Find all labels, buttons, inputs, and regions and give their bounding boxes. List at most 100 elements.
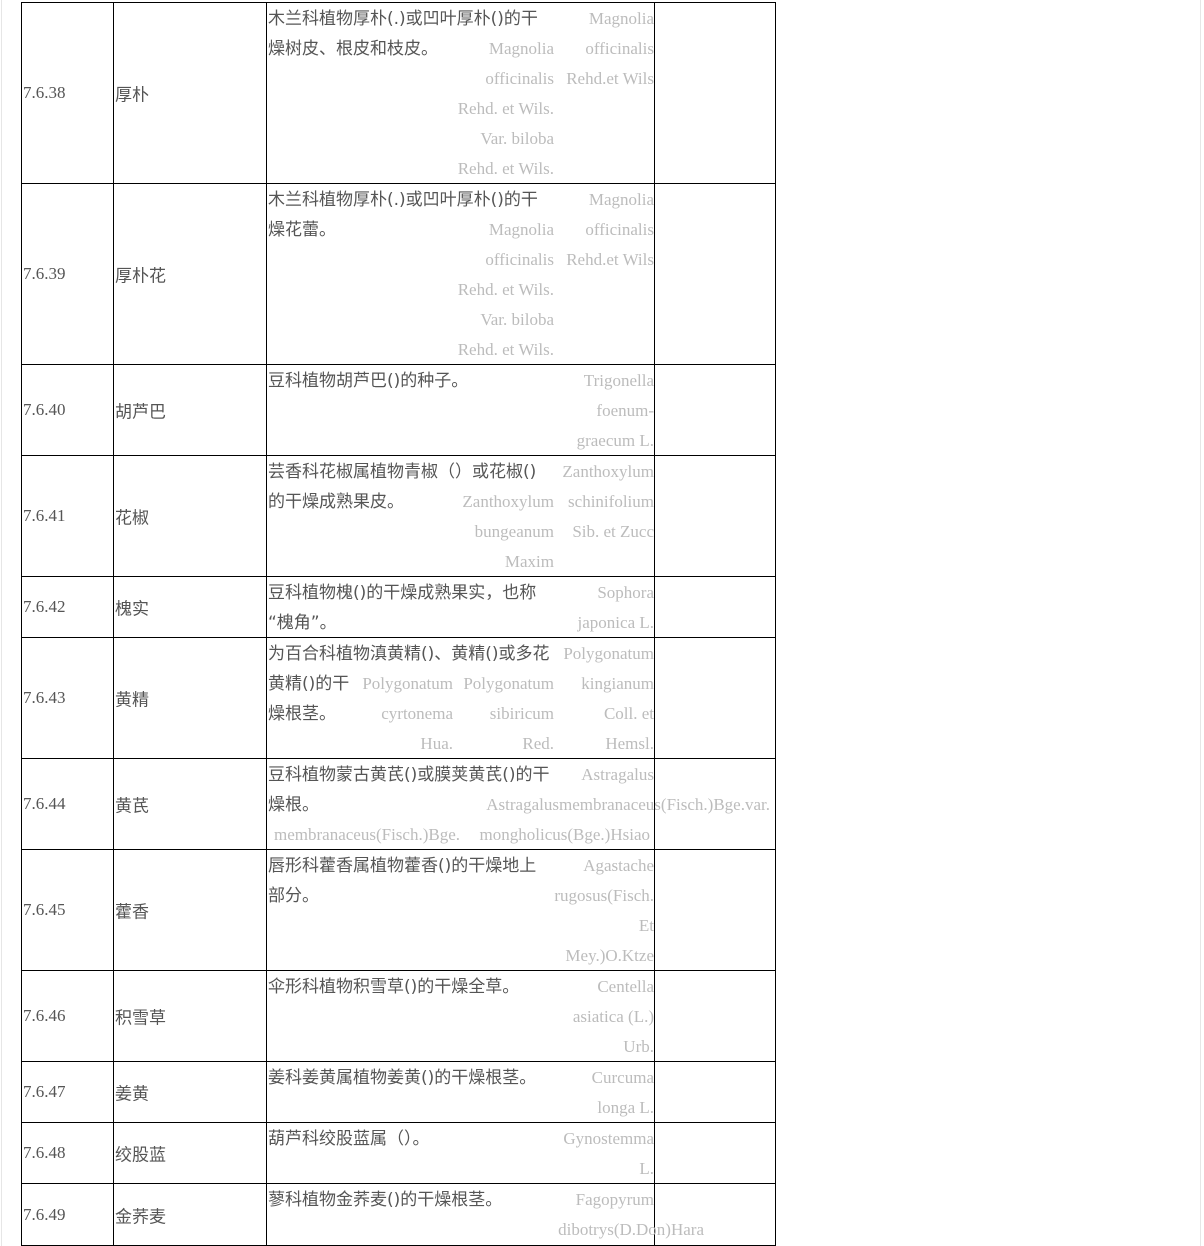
latin-name: Zanthoxylum [562, 462, 654, 481]
table-row: 7.6.45 藿香 唇形科藿香属植物藿香()的干燥地上 部分。 Agastache rug… [21, 849, 776, 971]
latin-name: mongholicus(Bge.)Hsiao [479, 825, 650, 844]
empty-cell [654, 364, 776, 456]
latin-name: Maxim [504, 552, 554, 571]
latin-name: Rehd. et Wils. [457, 159, 554, 178]
item-code: 7.6.43 [23, 688, 66, 707]
latin-name: Var. biloba [480, 310, 554, 329]
id-cell: 7.6.47 [21, 1061, 114, 1123]
latin-name: Mey.)O.Ktze [565, 946, 654, 965]
description-cell: 为百合科植物滇黄精()、黄精()或多花 黄精()的干 燥根茎。 [266, 637, 655, 759]
herb-name: 藿香 [115, 902, 149, 923]
table-row: 7.6.44 黄芪 豆科植物蒙古黄芪()或膜荚黄芪()的干 燥根。 Astragalus… [21, 758, 776, 850]
description-text: 燥树皮、根皮和枝皮。 [268, 39, 438, 59]
empty-cell [654, 2, 776, 184]
herb-name: 绞股蓝 [115, 1145, 166, 1166]
page-border-left [1, 0, 2, 1246]
latin-name: L. [639, 1159, 654, 1178]
table-row: 7.6.49 金荞麦 蓼科植物金荞麦()的干燥根茎。 Fagopyrum dibotry… [21, 1183, 776, 1246]
empty-cell [654, 1122, 776, 1184]
table-row: 7.6.42 槐实 豆科植物槐()的干燥成熟果实，也称 “槐角”。 Sophora jap… [21, 576, 776, 638]
description-text: “槐角”。 [268, 613, 337, 633]
description-text: 姜科姜黄属植物姜黄()的干燥根茎。 [268, 1068, 537, 1088]
latin-name: Sophora [597, 583, 654, 602]
description-text: 豆科植物蒙古黄芪()或膜荚黄芪()的干 [268, 765, 550, 785]
name-cell: 花椒 [113, 455, 267, 577]
name-cell: 黄芪 [113, 758, 267, 850]
name-cell: 积雪草 [113, 970, 267, 1062]
id-cell: 7.6.46 [21, 970, 114, 1062]
latin-name: Red. [522, 734, 554, 753]
latin-name: schinifolium [568, 492, 654, 511]
empty-cell [654, 970, 776, 1062]
latin-name: sibiricum [489, 704, 554, 723]
latin-name: Agastache [583, 856, 654, 875]
id-cell: 7.6.40 [21, 364, 114, 456]
latin-name: Gynostemma [563, 1129, 654, 1148]
table-row: 7.6.48 绞股蓝 葫芦科绞股蓝属（）。 Gynostemma L. [21, 1122, 776, 1184]
table-row: 7.6.40 胡芦巴 豆科植物胡芦巴()的种子。 Trigonella foenum-g… [21, 364, 776, 456]
latin-name: Hua. [420, 734, 453, 753]
latin-name: Magnolia [488, 220, 554, 239]
description-text: 豆科植物槐()的干燥成熟果实，也称 [268, 583, 537, 603]
empty-cell [654, 576, 776, 638]
item-code: 7.6.38 [23, 83, 66, 102]
name-cell: 姜黄 [113, 1061, 267, 1123]
latin-name: Polygonatum [362, 674, 453, 693]
description-cell: 唇形科藿香属植物藿香()的干燥地上 部分。 [266, 849, 655, 971]
latin-name: Coll. et [603, 704, 654, 723]
herb-name: 金荞麦 [115, 1207, 166, 1227]
description-text: 芸香科花椒属植物青椒（）或花椒() [268, 462, 537, 482]
name-cell: 金荞麦 [113, 1183, 267, 1246]
latin-name: Astragalusmembranaceus(Fisch.)Bge.var. [486, 795, 770, 814]
latin-name: dibotrys(D.Don)Hara [558, 1220, 704, 1239]
id-cell: 7.6.48 [21, 1122, 114, 1184]
latin-name: longa L. [597, 1098, 654, 1117]
id-cell: 7.6.49 [21, 1183, 114, 1246]
latin-name: Urb. [623, 1037, 654, 1056]
description-text: 黄精()的干 [268, 674, 350, 694]
description-cell: 木兰科植物厚朴(.)或凹叶厚朴()的干 燥树皮、根皮和枝皮。 [266, 2, 655, 184]
latin-name: officinalis [485, 250, 554, 269]
latin-name: graecum L. [576, 431, 654, 450]
latin-name: officinalis [485, 69, 554, 88]
herb-name: 黄精 [115, 690, 149, 711]
latin-name: cyrtonema [381, 704, 453, 723]
empty-cell [654, 637, 776, 759]
description-text: 为百合科植物滇黄精()、黄精()或多花 [268, 644, 550, 664]
id-cell: 7.6.43 [21, 637, 114, 759]
id-cell: 7.6.45 [21, 849, 114, 971]
latin-name: Astragalus [581, 765, 654, 784]
description-text: 部分。 [268, 886, 319, 906]
description-text: 木兰科植物厚朴(.)或凹叶厚朴()的干 [268, 190, 538, 210]
item-code: 7.6.49 [23, 1204, 66, 1224]
latin-name: officinalis [585, 39, 654, 58]
latin-name: Rehd.et Wils [566, 250, 654, 269]
latin-name: Sib. et Zucc [572, 522, 654, 541]
latin-name: Var. biloba [480, 129, 554, 148]
latin-name: Magnolia [588, 9, 654, 28]
item-code: 7.6.44 [23, 794, 66, 813]
latin-name: bungeanum [474, 522, 554, 541]
herb-name: 黄芪 [115, 796, 149, 817]
description-text: 燥根。 [268, 795, 319, 815]
description-text: 葫芦科绞股蓝属（）。 [268, 1129, 430, 1149]
description-text: 豆科植物胡芦巴()的种子。 [268, 371, 469, 391]
item-code: 7.6.47 [23, 1082, 66, 1101]
item-code: 7.6.48 [23, 1143, 66, 1162]
description-text: 伞形科植物积雪草()的干燥全草。 [268, 977, 520, 997]
table-row: 7.6.38 厚朴 木兰科植物厚朴(.)或凹叶厚朴()的干 燥树皮、根皮和枝皮。 Mag… [21, 2, 776, 184]
empty-cell [654, 849, 776, 971]
name-cell: 黄精 [113, 637, 267, 759]
latin-name: Trigonella [583, 371, 654, 390]
herb-name: 槐实 [115, 599, 149, 620]
description-text: 蓼科植物金荞麦()的干燥根茎。 [268, 1190, 503, 1210]
latin-name: Centella [597, 977, 654, 996]
latin-name: Rehd. et Wils. [457, 340, 554, 359]
table-row: 7.6.43 黄精 为百合科植物滇黄精()、黄精()或多花 黄精()的干 燥根茎。 Pol… [21, 637, 776, 759]
name-cell: 厚朴 [113, 2, 267, 184]
latin-name: Magnolia [488, 39, 554, 58]
herb-name: 胡芦巴 [115, 402, 166, 423]
latin-name: Et [638, 916, 654, 935]
item-code: 7.6.42 [23, 597, 66, 616]
description-text: 燥花蕾。 [268, 220, 336, 240]
